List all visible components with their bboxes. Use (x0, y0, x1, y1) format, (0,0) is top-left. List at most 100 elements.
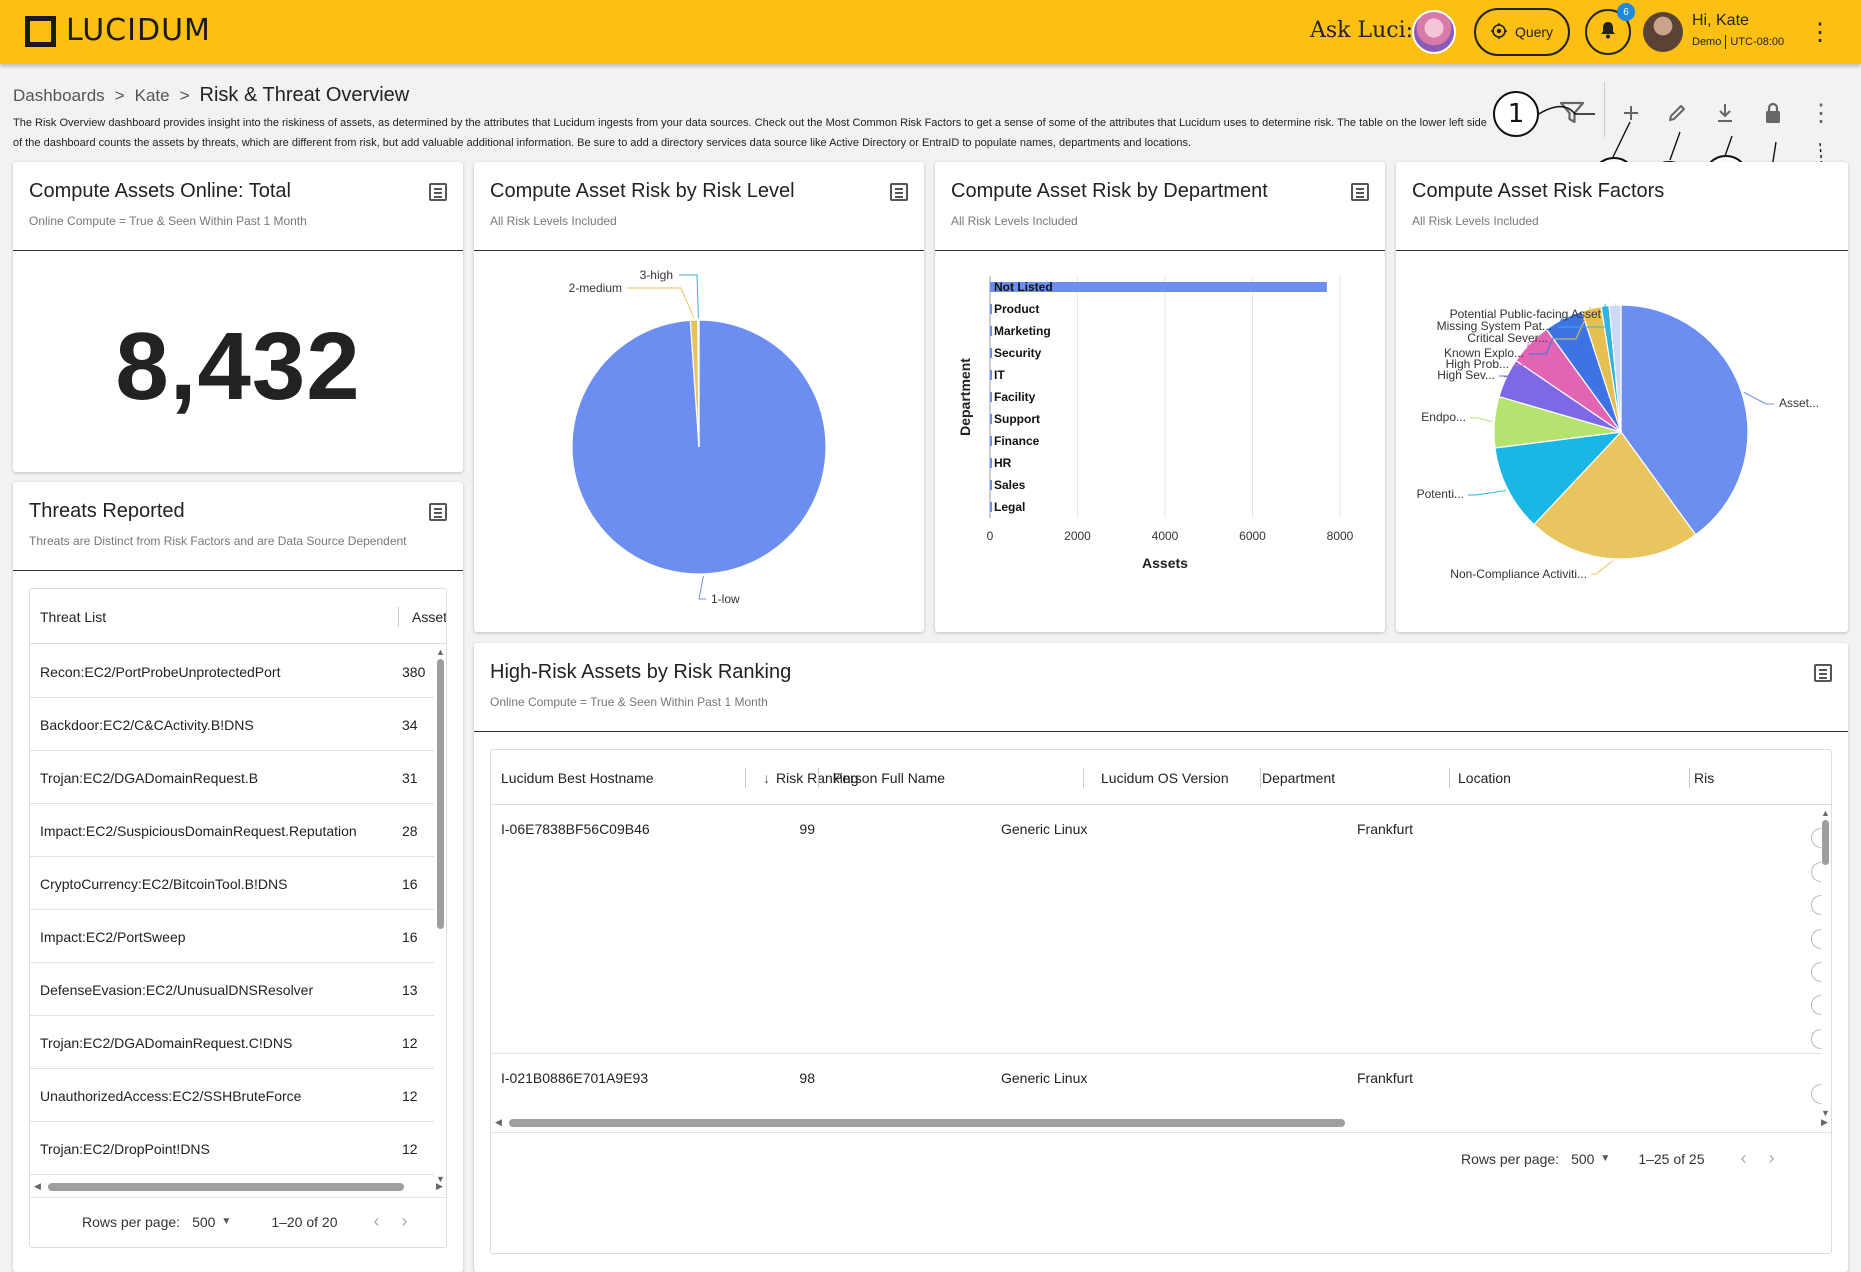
cell-threat-name: UnauthorizedAccess:EC2/SSHBruteForce (40, 1087, 302, 1104)
logo-icon[interactable] (25, 16, 56, 47)
user-greeting[interactable]: Hi, Kate (1692, 12, 1749, 29)
divider (474, 250, 924, 251)
column-separator[interactable] (818, 768, 819, 788)
table-row[interactable]: CryptoCurrency:EC2/BitcoinTool.B!DNS 16 (30, 857, 434, 910)
query-button[interactable]: Query (1474, 8, 1570, 56)
cell-threat-name: Recon:EC2/PortProbeUnprotectedPort (40, 663, 281, 680)
avatar[interactable] (1643, 12, 1683, 52)
vertical-scrollbar[interactable] (1822, 820, 1829, 865)
chevron-down-icon[interactable]: ▼ (1600, 1153, 1611, 1164)
column-header-assets[interactable]: Assets (412, 608, 447, 625)
scroll-down-icon[interactable]: ▼ (436, 1174, 445, 1184)
department-bar[interactable] (990, 414, 992, 424)
department-bar[interactable] (990, 502, 992, 512)
column-header-location[interactable]: Location (1458, 769, 1511, 786)
department-bar[interactable] (990, 392, 992, 402)
department-bar[interactable] (990, 458, 992, 468)
table-row[interactable]: Impact:EC2/PortSweep 16 (30, 910, 434, 963)
divider (935, 250, 1385, 251)
scroll-right-icon[interactable]: ▶ (1821, 1117, 1828, 1127)
table-row[interactable]: Trojan:EC2/DGADomainRequest.C!DNS 12 (30, 1016, 434, 1069)
table-row[interactable]: Recon:EC2/PortProbeUnprotectedPort 380 (30, 645, 434, 698)
list-icon[interactable] (1814, 664, 1832, 682)
horizontal-scrollbar[interactable] (509, 1119, 1345, 1127)
card-title: Threats Reported (29, 500, 185, 522)
chevron-right-icon[interactable]: › (1768, 1148, 1775, 1168)
column-header-threat-list[interactable]: Threat List (40, 608, 107, 625)
scroll-up-icon[interactable]: ▲ (436, 647, 445, 657)
column-header-person-name[interactable]: Person Full Name (833, 769, 946, 786)
y-category-label: Security (994, 346, 1042, 360)
column-header-hostname[interactable]: Lucidum Best Hostname (501, 769, 654, 786)
breadcrumb-dashboards[interactable]: Dashboards (13, 86, 105, 105)
notifications-button[interactable] (1585, 9, 1631, 55)
table-row[interactable]: Trojan:EC2/DGADomainRequest.B 31 (30, 751, 434, 804)
list-icon[interactable] (429, 503, 447, 521)
row-selector[interactable] (1811, 1084, 1821, 1104)
department-bar[interactable] (990, 326, 992, 336)
column-separator[interactable] (1449, 768, 1450, 788)
chevron-left-icon[interactable]: ‹ (373, 1211, 380, 1231)
department-bar[interactable] (990, 304, 992, 314)
table-row[interactable]: Impact:EC2/SuspiciousDomainRequest.Reput… (30, 804, 434, 857)
more-vert-icon[interactable]: ⋮ (1809, 99, 1833, 127)
scroll-up-icon[interactable]: ▲ (1821, 808, 1830, 818)
scroll-down-icon[interactable]: ▼ (1821, 1108, 1830, 1118)
chevron-right-icon[interactable]: › (401, 1211, 408, 1231)
page-range: 1–20 of 20 (271, 1213, 338, 1230)
department-bar[interactable] (990, 480, 992, 490)
department-bar[interactable] (990, 282, 1327, 292)
list-icon[interactable] (890, 183, 908, 201)
luci-avatar[interactable] (1412, 10, 1456, 54)
chevron-down-icon[interactable]: ▼ (221, 1216, 232, 1227)
table-row[interactable]: I-021B0886E701A9E93 98 Generic Linux Fra… (491, 1055, 1821, 1101)
column-header-os-version[interactable]: Lucidum OS Version (1101, 769, 1229, 786)
column-separator[interactable] (1083, 768, 1084, 788)
page-range: 1–25 of 25 (1638, 1150, 1705, 1167)
column-separator[interactable] (398, 607, 399, 627)
horizontal-scrollbar[interactable] (48, 1183, 404, 1191)
scroll-right-icon[interactable]: ▶ (436, 1181, 443, 1191)
scroll-left-icon[interactable]: ◀ (495, 1117, 502, 1127)
table-row[interactable]: Trojan:EC2/DropPoint!DNS 12 (30, 1122, 434, 1175)
list-icon[interactable] (1351, 183, 1369, 201)
column-header-risk[interactable]: Ris (1694, 769, 1715, 786)
column-header-department[interactable]: Department (1262, 769, 1336, 786)
cell-asset-count: 380 (402, 663, 426, 680)
slice-leader-line (1514, 342, 1529, 366)
scroll-left-icon[interactable]: ◀ (34, 1181, 41, 1191)
table-row[interactable]: UnauthorizedAccess:EC2/SSHBruteForce 12 (30, 1069, 434, 1122)
table-row[interactable]: I-06E7838BF56C09B46 99 Generic Linux Fra… (491, 806, 1821, 1054)
logo-text[interactable]: LUCIDUM (66, 13, 211, 48)
more-vert-icon[interactable]: ⋮ (1808, 19, 1832, 46)
slice-label: Critical Sever... (1467, 331, 1548, 345)
risk-level-pie-slice[interactable] (697, 319, 700, 448)
risk-factors-pie-slice[interactable] (1620, 304, 1749, 536)
risk-factors-pie-slice[interactable] (1494, 431, 1623, 526)
table-row[interactable]: DefenseEvasion:EC2/UnusualDNSResolver 13 (30, 963, 434, 1016)
lock-icon[interactable] (1758, 98, 1788, 128)
column-separator[interactable] (1260, 768, 1261, 788)
card-subtitle: All Risk Levels Included (490, 214, 617, 228)
department-bar[interactable] (990, 370, 992, 380)
edit-icon[interactable] (1662, 98, 1692, 128)
department-bar[interactable] (990, 348, 992, 358)
column-separator[interactable] (1689, 768, 1690, 788)
add-icon[interactable] (1616, 98, 1646, 128)
breadcrumb-separator: > (114, 86, 125, 105)
user-org-info: Demo UTC-08:00 (1692, 35, 1784, 49)
department-bar[interactable] (990, 436, 992, 446)
table-row[interactable]: Backdoor:EC2/C&CActivity.B!DNS 34 (30, 698, 434, 751)
breadcrumb-kate[interactable]: Kate (134, 86, 170, 105)
risk-factors-pie-slice[interactable] (1533, 431, 1697, 560)
list-icon[interactable] (429, 183, 447, 201)
column-header-risk-ranking[interactable]: ↓ Risk Ranking (753, 750, 858, 805)
vertical-scrollbar[interactable] (437, 659, 444, 929)
rows-per-page-select[interactable]: 500 (1571, 1150, 1595, 1167)
arrow-down-icon[interactable]: ↓ (763, 769, 770, 786)
chevron-left-icon[interactable]: ‹ (1740, 1148, 1747, 1168)
column-separator[interactable] (745, 768, 746, 788)
download-icon[interactable] (1710, 98, 1740, 128)
filter-icon[interactable] (1557, 98, 1587, 128)
rows-per-page-select[interactable]: 500 (192, 1213, 216, 1230)
